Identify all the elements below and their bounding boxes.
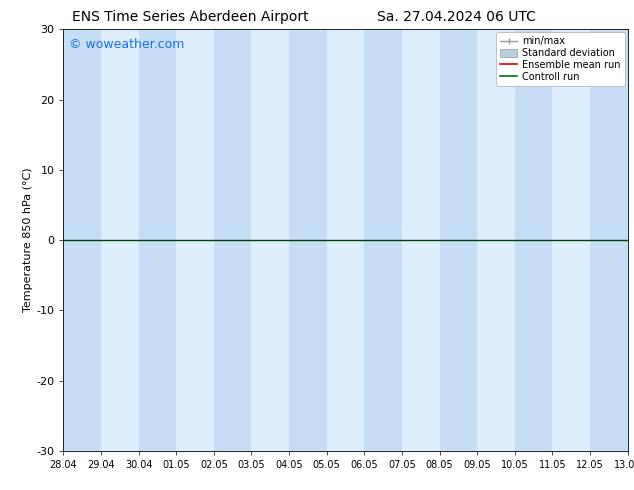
Bar xyxy=(439,29,477,451)
Text: Sa. 27.04.2024 06 UTC: Sa. 27.04.2024 06 UTC xyxy=(377,10,536,24)
Bar xyxy=(63,29,101,451)
Bar xyxy=(515,29,552,451)
Bar xyxy=(590,29,628,451)
Y-axis label: Temperature 850 hPa (°C): Temperature 850 hPa (°C) xyxy=(23,168,34,313)
Text: © woweather.com: © woweather.com xyxy=(69,38,184,51)
Bar xyxy=(214,29,252,451)
Bar xyxy=(365,29,402,451)
Bar xyxy=(289,29,327,451)
Legend: min/max, Standard deviation, Ensemble mean run, Controll run: min/max, Standard deviation, Ensemble me… xyxy=(496,32,624,86)
Bar xyxy=(139,29,176,451)
Text: ENS Time Series Aberdeen Airport: ENS Time Series Aberdeen Airport xyxy=(72,10,309,24)
